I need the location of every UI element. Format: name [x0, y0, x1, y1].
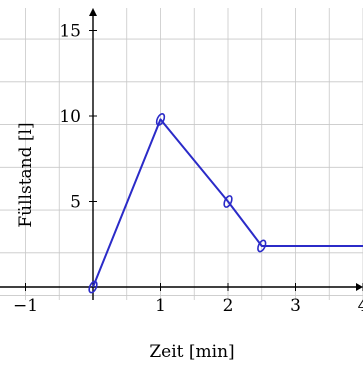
y-tick-label: 5: [70, 193, 81, 213]
axes: [0, 8, 363, 300]
data-point: [155, 113, 166, 126]
x-tick-label: 1: [155, 296, 166, 316]
x-tick-label: 4: [358, 296, 363, 316]
data-point: [88, 280, 98, 294]
series-layer: [88, 113, 363, 294]
tick-labels: −1 1 2 3 4 5 10 15: [13, 22, 363, 316]
data-point: [257, 239, 267, 253]
x-axis-label: Zeit [min]: [149, 342, 234, 362]
y-axis-arrow-icon: [89, 8, 97, 16]
y-tick-label: 15: [59, 22, 81, 42]
series-line: [92, 118, 363, 288]
y-tick-label: 10: [59, 107, 81, 127]
y-axis-label: Füllstand [l]: [16, 122, 36, 227]
data-point: [223, 195, 233, 208]
x-tick-label: 3: [290, 296, 301, 316]
x-tick-label: 2: [223, 296, 234, 316]
grid: [0, 8, 363, 300]
x-axis-arrow-icon: [356, 283, 363, 291]
x-tick-label: −1: [13, 296, 38, 316]
